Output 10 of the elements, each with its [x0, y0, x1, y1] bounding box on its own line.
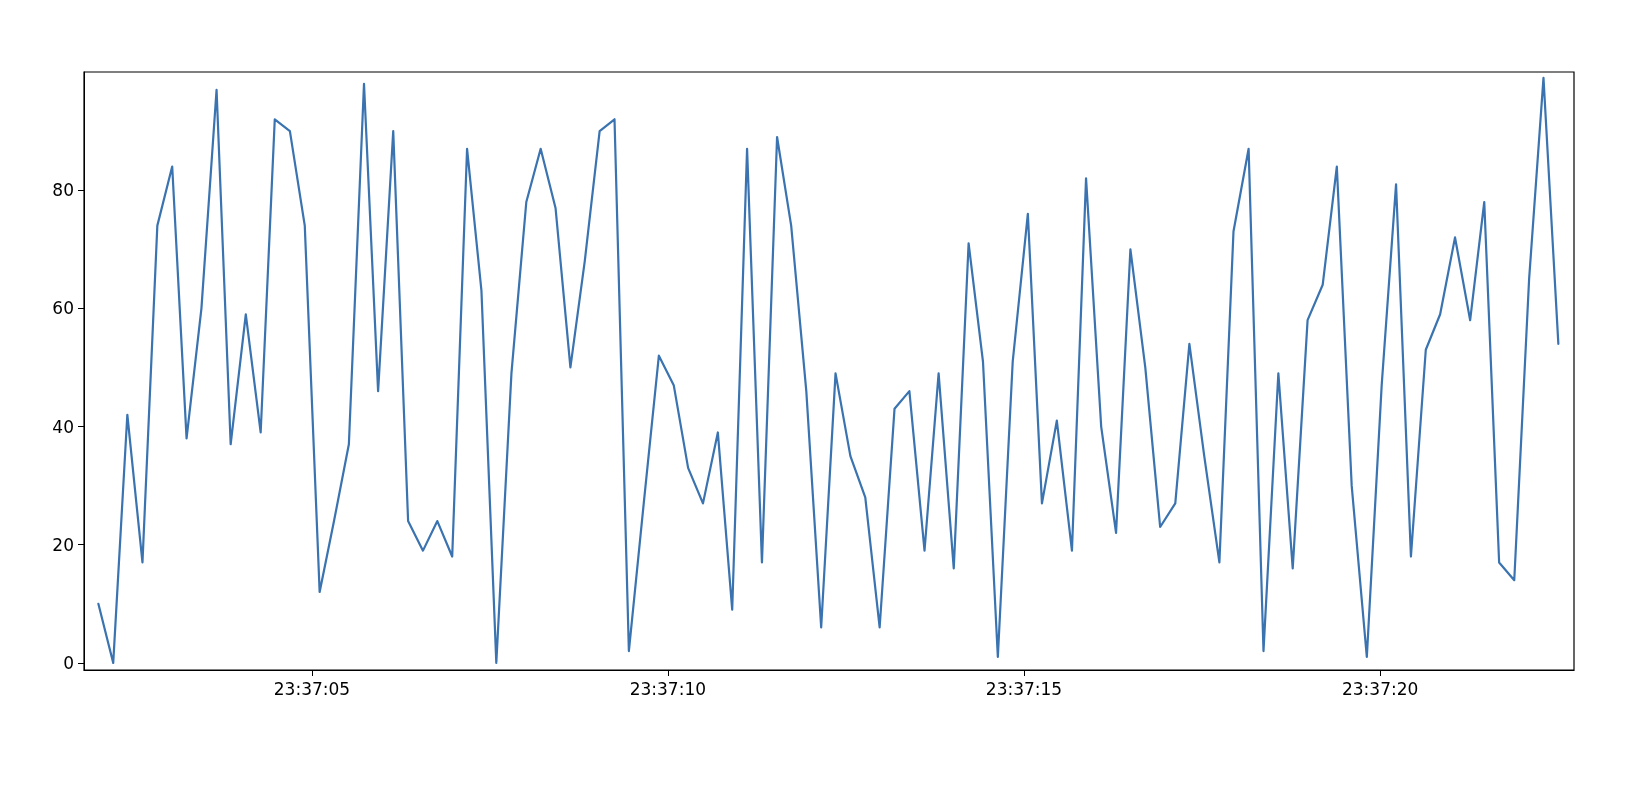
- line-series: [97, 76, 1560, 665]
- y-tick-label: 0: [63, 652, 74, 673]
- y-tick-label: 20: [52, 534, 74, 555]
- y-tick-label: 40: [52, 416, 74, 437]
- x-tick-label: 23:37:15: [985, 678, 1063, 699]
- y-tick-label: 60: [52, 298, 74, 319]
- y-tick-label: 80: [52, 180, 74, 201]
- x-tick-label: 23:37:05: [273, 678, 351, 699]
- x-tick-label: 23:37:10: [629, 678, 707, 699]
- x-tick-label: 23:37:20: [1341, 678, 1419, 699]
